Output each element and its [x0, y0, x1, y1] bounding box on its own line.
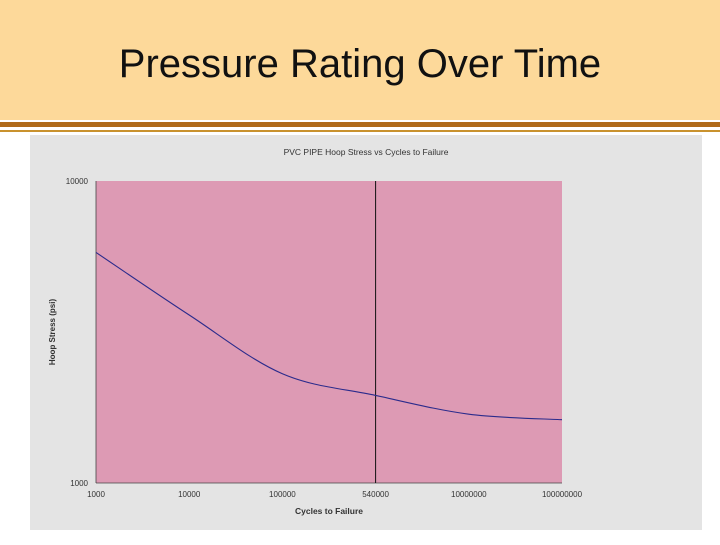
plot-area	[96, 181, 562, 483]
hoop-stress-chart: PVC PIPE Hoop Stress vs Cycles to Failur…	[30, 135, 702, 530]
x-tick-label: 10000000	[451, 490, 487, 499]
x-tick-label: 100000	[269, 490, 296, 499]
slide-title: Pressure Rating Over Time	[118, 42, 602, 86]
slide-header	[0, 0, 720, 120]
chart-title: PVC PIPE Hoop Stress vs Cycles to Failur…	[284, 147, 449, 157]
x-tick-label: 1000	[87, 490, 105, 499]
series-line	[95, 251, 563, 421]
header-rule-thick	[0, 122, 720, 127]
y-tick-label: 10000	[66, 177, 89, 186]
chart-area: PVC PIPE Hoop Stress vs Cycles to Failur…	[0, 132, 720, 540]
x-axis-label: Cycles to Failure	[295, 506, 363, 516]
x-tick-label: 10000	[178, 490, 201, 499]
x-tick-label: 100000000	[542, 490, 583, 499]
x-tick-label: 540000	[362, 490, 389, 499]
y-tick-label: 1000	[70, 479, 88, 488]
y-axis-label: Hoop Stress (psi)	[48, 299, 57, 366]
header-rule-thin	[0, 130, 720, 132]
